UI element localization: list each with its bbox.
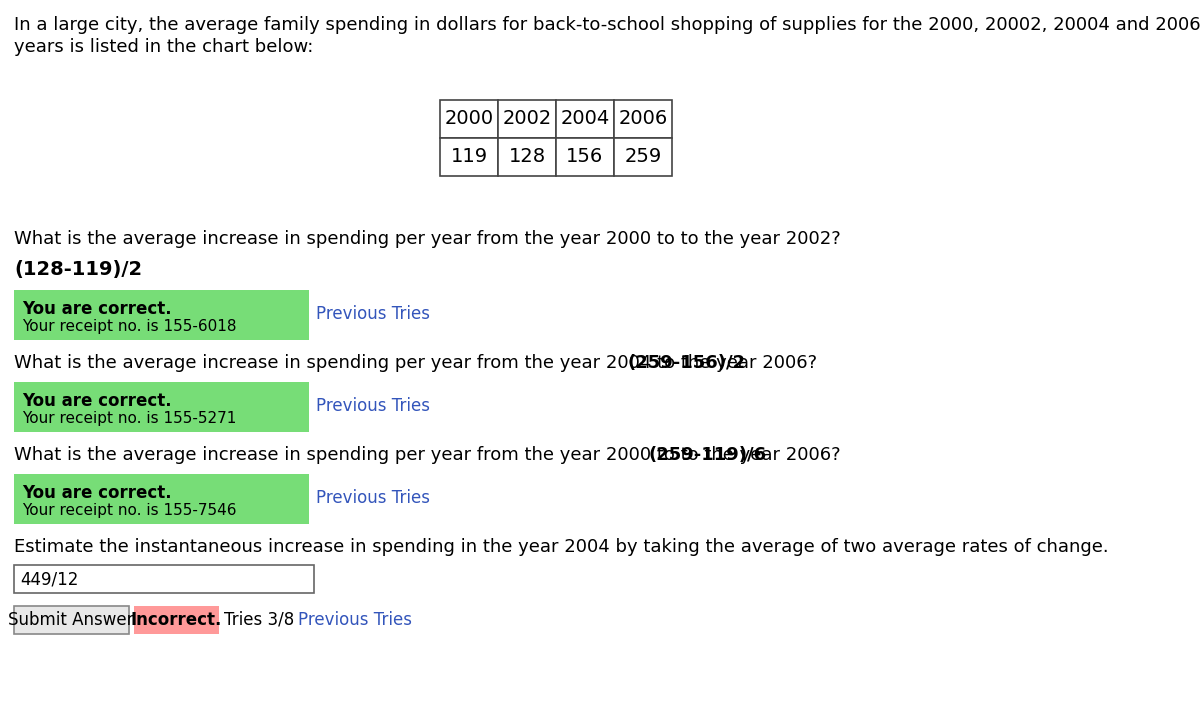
Text: Previous Tries: Previous Tries <box>316 489 430 507</box>
Bar <box>14 382 310 432</box>
Text: 2004: 2004 <box>560 109 610 129</box>
Text: In a large city, the average family spending in dollars for back-to-school shopp: In a large city, the average family spen… <box>14 16 1200 34</box>
Bar <box>498 138 556 176</box>
Text: You are correct.: You are correct. <box>22 300 172 318</box>
Bar <box>498 100 556 138</box>
Text: 259: 259 <box>624 147 661 166</box>
Text: 2002: 2002 <box>503 109 552 129</box>
Text: Previous Tries: Previous Tries <box>316 305 430 323</box>
Bar <box>14 290 310 340</box>
Bar <box>14 474 310 524</box>
Bar <box>556 100 614 138</box>
Bar <box>556 138 614 176</box>
Bar <box>134 606 220 634</box>
Text: Your receipt no. is 155-6018: Your receipt no. is 155-6018 <box>22 319 236 334</box>
Bar <box>614 138 672 176</box>
Text: 128: 128 <box>509 147 546 166</box>
Text: 156: 156 <box>566 147 604 166</box>
Text: What is the average increase in spending per year from the year 2004 to the year: What is the average increase in spending… <box>14 354 823 372</box>
Bar <box>614 100 672 138</box>
Text: Estimate the instantaneous increase in spending in the year 2004 by taking the a: Estimate the instantaneous increase in s… <box>14 538 1109 556</box>
Bar <box>440 100 498 138</box>
Text: 2000: 2000 <box>444 109 493 129</box>
Text: Incorrect.: Incorrect. <box>131 611 222 629</box>
Bar <box>440 138 498 176</box>
Text: (259-156)/2: (259-156)/2 <box>628 354 745 372</box>
Text: Your receipt no. is 155-5271: Your receipt no. is 155-5271 <box>22 411 236 426</box>
Text: What is the average increase in spending per year from the year 2000 to to the y: What is the average increase in spending… <box>14 230 841 248</box>
Text: Tries 3/8: Tries 3/8 <box>224 611 300 629</box>
Bar <box>14 565 314 593</box>
Text: 119: 119 <box>450 147 487 166</box>
Text: Your receipt no. is 155-7546: Your receipt no. is 155-7546 <box>22 503 236 518</box>
Bar <box>14 606 130 634</box>
Text: Previous Tries: Previous Tries <box>316 397 430 415</box>
Text: Submit Answer: Submit Answer <box>8 611 133 629</box>
Text: Previous Tries: Previous Tries <box>298 611 412 629</box>
Text: years is listed in the chart below:: years is listed in the chart below: <box>14 38 313 56</box>
Text: You are correct.: You are correct. <box>22 392 172 410</box>
Text: 2006: 2006 <box>618 109 667 129</box>
Text: (259-119)/6: (259-119)/6 <box>648 446 767 464</box>
Text: You are correct.: You are correct. <box>22 484 172 502</box>
Text: What is the average increase in spending per year from the year 2000 to to the y: What is the average increase in spending… <box>14 446 846 464</box>
Text: (128-119)/2: (128-119)/2 <box>14 260 142 279</box>
Text: 449/12: 449/12 <box>20 570 78 588</box>
